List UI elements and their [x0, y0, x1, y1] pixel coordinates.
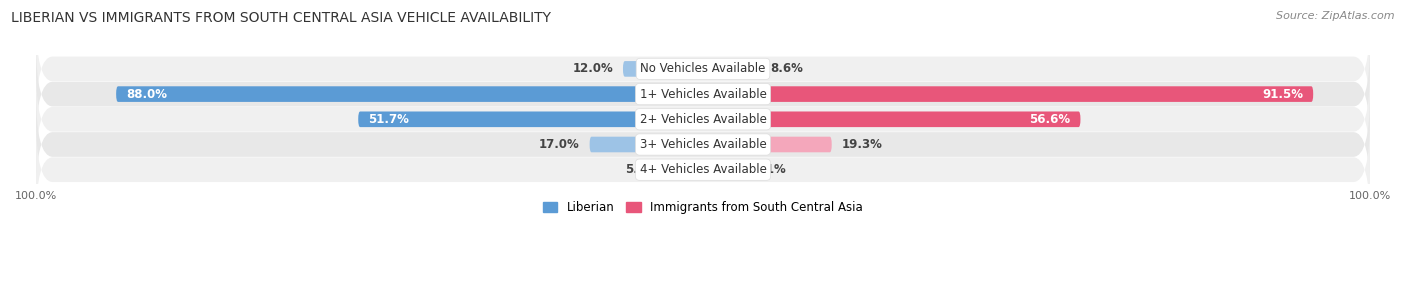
- FancyBboxPatch shape: [37, 43, 1369, 145]
- Text: 17.0%: 17.0%: [538, 138, 579, 151]
- Text: Source: ZipAtlas.com: Source: ZipAtlas.com: [1277, 11, 1395, 21]
- Text: 2+ Vehicles Available: 2+ Vehicles Available: [640, 113, 766, 126]
- Text: 91.5%: 91.5%: [1263, 88, 1303, 101]
- FancyBboxPatch shape: [589, 137, 703, 152]
- Text: 1+ Vehicles Available: 1+ Vehicles Available: [640, 88, 766, 101]
- FancyBboxPatch shape: [668, 162, 703, 178]
- FancyBboxPatch shape: [37, 18, 1369, 120]
- FancyBboxPatch shape: [117, 86, 703, 102]
- FancyBboxPatch shape: [703, 61, 761, 77]
- Text: 8.6%: 8.6%: [770, 62, 803, 76]
- Text: 51.7%: 51.7%: [368, 113, 409, 126]
- Text: 4+ Vehicles Available: 4+ Vehicles Available: [640, 163, 766, 176]
- FancyBboxPatch shape: [703, 137, 832, 152]
- Text: 19.3%: 19.3%: [842, 138, 883, 151]
- FancyBboxPatch shape: [703, 86, 1313, 102]
- Text: 56.6%: 56.6%: [1029, 113, 1070, 126]
- Text: No Vehicles Available: No Vehicles Available: [640, 62, 766, 76]
- Text: 5.3%: 5.3%: [624, 163, 658, 176]
- Text: 12.0%: 12.0%: [572, 62, 613, 76]
- FancyBboxPatch shape: [703, 162, 744, 178]
- Text: 6.1%: 6.1%: [754, 163, 786, 176]
- Text: 3+ Vehicles Available: 3+ Vehicles Available: [640, 138, 766, 151]
- FancyBboxPatch shape: [37, 119, 1369, 220]
- FancyBboxPatch shape: [37, 94, 1369, 195]
- Legend: Liberian, Immigrants from South Central Asia: Liberian, Immigrants from South Central …: [538, 196, 868, 219]
- FancyBboxPatch shape: [623, 61, 703, 77]
- FancyBboxPatch shape: [37, 69, 1369, 170]
- FancyBboxPatch shape: [359, 112, 703, 127]
- Text: LIBERIAN VS IMMIGRANTS FROM SOUTH CENTRAL ASIA VEHICLE AVAILABILITY: LIBERIAN VS IMMIGRANTS FROM SOUTH CENTRA…: [11, 11, 551, 25]
- Text: 88.0%: 88.0%: [127, 88, 167, 101]
- FancyBboxPatch shape: [703, 112, 1080, 127]
